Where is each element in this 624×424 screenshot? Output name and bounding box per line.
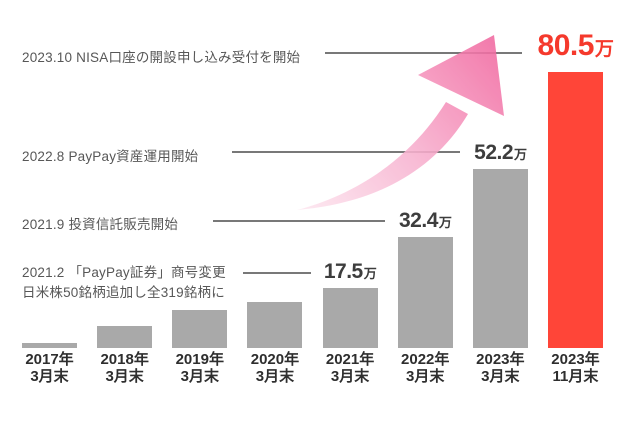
x-tick-label: 2020年 3月末 xyxy=(250,351,300,385)
x-tick-label: 2018年 3月末 xyxy=(100,351,149,385)
x-tick: 2020年 3月末 xyxy=(247,351,302,385)
bar xyxy=(322,288,378,348)
bar xyxy=(22,343,77,348)
x-tick-label: 2022年 3月末 xyxy=(401,351,450,385)
bar-cell xyxy=(22,343,77,348)
bar-cell: 32.4万 xyxy=(397,209,453,348)
annotation-line-1: 2021.2 「PayPay証券」商号変更 xyxy=(22,265,226,280)
unit-suffix: 万 xyxy=(514,147,527,162)
bar-value-label: 80.5万 xyxy=(538,29,614,63)
x-tick-label: 2021年 3月末 xyxy=(325,351,375,385)
annotation-2022-08-asset-mgmt: 2022.8 PayPay資産運用開始 xyxy=(22,149,199,164)
bar xyxy=(97,326,153,348)
unit-suffix: 万 xyxy=(594,39,614,60)
bar-cell xyxy=(97,326,153,348)
bar-value-label: 17.5万 xyxy=(323,260,377,284)
annotation-2021-02-rename: 2021.2 「PayPay証券」商号変更 日米株50銘柄追加し全319銘柄に xyxy=(22,263,226,303)
x-tick: 2018年 3月末 xyxy=(97,351,152,385)
unit-suffix: 万 xyxy=(438,215,452,230)
bar-cell xyxy=(247,302,303,348)
annotation-2023-10-nisa: 2023.10 NISA口座の開設申し込み受付を開始 xyxy=(22,50,301,65)
annotation-2021-09-toshin: 2021.9 投資信託販売開始 xyxy=(22,217,179,232)
unit-suffix: 万 xyxy=(363,266,377,281)
x-tick-label: 2023年 3月末 xyxy=(476,351,525,385)
bar-highlight xyxy=(547,72,603,348)
bar xyxy=(247,302,303,348)
x-tick: 2023年 3月末 xyxy=(473,351,528,385)
bar-value-label: 52.2万 xyxy=(474,141,527,165)
bar-value-label: 32.4万 xyxy=(399,209,452,233)
bar xyxy=(472,169,528,348)
bar xyxy=(172,310,228,348)
x-tick-label: 2023年 11月末 xyxy=(551,351,600,385)
value-number: 32.4 xyxy=(399,209,438,232)
bars-row: 17.5万 32.4万 52.2万 80.5万 xyxy=(22,29,614,348)
x-tick: 2017年 3月末 xyxy=(22,351,77,385)
bar xyxy=(397,237,453,348)
x-tick-label: 2017年 3月末 xyxy=(25,351,74,385)
x-tick: 2019年 3月末 xyxy=(172,351,227,385)
bar-cell: 52.2万 xyxy=(472,141,528,348)
value-number: 52.2 xyxy=(474,141,514,164)
annotation-line-2: 日米株50銘柄追加し全319銘柄に xyxy=(22,285,225,300)
value-number: 17.5 xyxy=(323,260,363,283)
x-tick: 2021年 3月末 xyxy=(323,351,378,385)
leader-line-rename xyxy=(243,272,311,274)
leader-line-toshin xyxy=(213,220,385,222)
x-tick-label: 2019年 3月末 xyxy=(175,351,224,385)
bar-cell: 17.5万 xyxy=(322,260,378,348)
x-axis-row: 2017年 3月末 2018年 3月末 2019年 3月末 2020年 3月末 2021年 3月末… xyxy=(22,351,603,385)
x-tick: 2022年 3月末 xyxy=(398,351,453,385)
value-number: 80.5 xyxy=(537,29,595,62)
bar-cell xyxy=(172,310,228,348)
bar-cell: 80.5万 xyxy=(538,29,614,348)
x-tick: 2023年 11月末 xyxy=(548,351,603,385)
